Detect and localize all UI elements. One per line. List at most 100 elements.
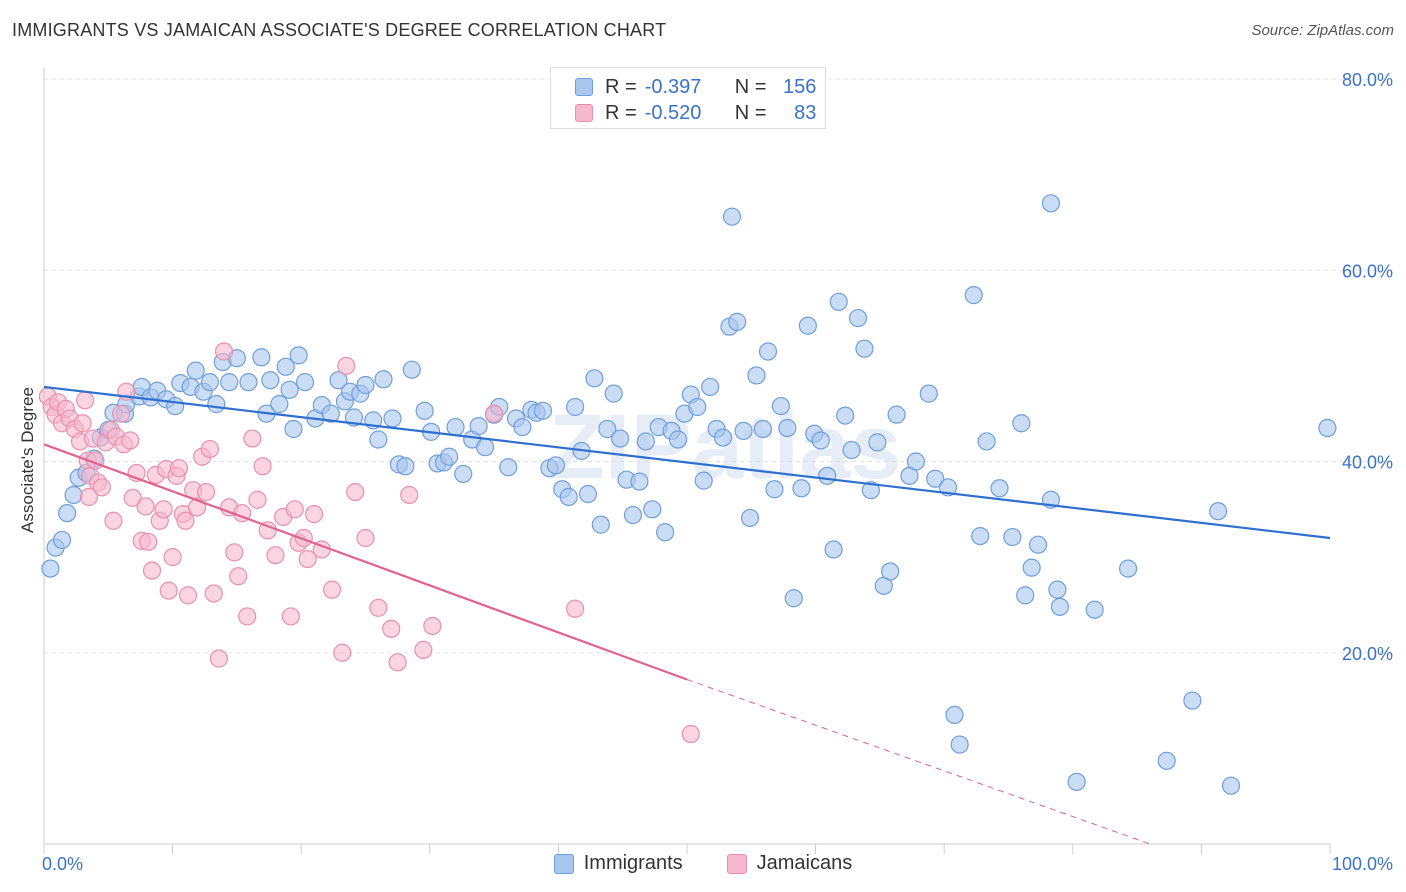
immigrants-point <box>1209 502 1228 521</box>
jamaicans-point <box>423 616 442 636</box>
immigrants-point <box>818 466 837 485</box>
jamaicans-point <box>337 356 356 375</box>
immigrants-point <box>566 397 585 417</box>
immigrants-point <box>1048 580 1067 599</box>
jamaicans-point <box>369 598 388 617</box>
immigrants-point <box>591 515 610 534</box>
legend-r-value: -0.397 <box>644 75 702 98</box>
immigrants-trend-line <box>43 385 1331 540</box>
immigrants-point <box>848 308 868 328</box>
legend-r-value: -0.520 <box>644 101 702 124</box>
immigrants-point <box>926 469 945 488</box>
jamaicans-point <box>225 543 244 562</box>
series-legend: Immigrants Jamaicans <box>0 852 1406 875</box>
jamaicans-point <box>159 581 178 600</box>
immigrants-point <box>990 479 1009 498</box>
immigrants-point <box>402 360 421 379</box>
immigrants-point <box>728 312 747 331</box>
immigrants-point <box>533 401 553 420</box>
immigrants-point <box>295 373 315 392</box>
jamaicans-point <box>285 500 304 519</box>
immigrants-point <box>415 401 434 420</box>
immigrants-point <box>855 339 874 358</box>
immigrants-point <box>824 540 843 559</box>
immigrants-point <box>1221 776 1241 795</box>
immigrants-point <box>280 380 299 399</box>
legend-r-label: R = <box>605 75 637 98</box>
immigrants-point <box>289 346 308 365</box>
axes <box>43 68 1331 854</box>
y-tick-label: 40.0% <box>1342 453 1393 473</box>
immigrants-point <box>784 589 803 608</box>
immigrants-point <box>396 457 415 476</box>
immigrants-point <box>220 373 239 392</box>
legend-item-jamaicans[interactable]: Jamaicans <box>726 852 852 875</box>
immigrants-point <box>1118 559 1138 578</box>
source-credit: Source: ZipAtlas.com <box>1251 22 1394 39</box>
y-axis-label: Associate's Degree <box>18 387 37 533</box>
immigrants-point <box>861 481 880 500</box>
immigrants-point <box>722 207 742 226</box>
jamaicans-point <box>266 546 285 565</box>
immigrants-point <box>284 419 303 439</box>
legend-item-immigrants[interactable]: Immigrants <box>553 852 683 875</box>
jamaicans-point <box>388 653 407 672</box>
legend-label-immigrants: Immigrants <box>583 852 683 874</box>
legend-swatch-immigrants <box>553 853 574 874</box>
y-tick-label: 20.0% <box>1342 644 1393 664</box>
immigrants-point <box>329 371 348 390</box>
jamaicans-point <box>485 404 504 423</box>
immigrants-point <box>713 428 733 447</box>
jamaicans-point <box>92 478 111 497</box>
immigrants-point <box>439 447 459 466</box>
jamaicans-point <box>163 548 182 567</box>
jamaicans-point <box>382 619 401 638</box>
jamaicans-point <box>154 500 173 519</box>
immigrants-point <box>383 409 402 428</box>
immigrants-point <box>598 419 617 439</box>
jamaicans-point <box>204 584 223 603</box>
immigrants-point <box>811 431 830 450</box>
immigrants-point <box>971 526 990 546</box>
immigrants-point <box>906 452 926 471</box>
immigrants-point <box>945 705 964 725</box>
jamaicans-point <box>322 580 342 599</box>
jamaicans-point <box>248 490 267 509</box>
immigrants-point <box>977 432 996 451</box>
jamaicans-point <box>73 414 92 433</box>
immigrants-point <box>58 504 77 523</box>
immigrants-point <box>1022 558 1041 577</box>
legend-n-value: 156 <box>783 75 817 98</box>
immigrants-point <box>753 419 772 439</box>
immigrants-point <box>276 357 295 376</box>
trend-lines <box>43 385 1331 845</box>
immigrants-point <box>964 286 983 305</box>
immigrants-point <box>1183 691 1202 710</box>
immigrants-point <box>701 377 720 397</box>
immigrants-point <box>52 530 72 550</box>
immigrants-point <box>842 440 861 460</box>
jamaicans-trend-line <box>43 443 688 681</box>
legend-row-immigrants: R = -0.397 N = 156 <box>575 74 816 100</box>
immigrants-point <box>64 485 83 505</box>
jamaicans-point <box>294 528 313 548</box>
immigrants-point <box>1067 772 1086 791</box>
immigrants-point <box>792 479 811 498</box>
immigrants-point <box>1028 535 1048 554</box>
immigrants-point <box>798 316 817 335</box>
immigrants-point <box>836 406 855 425</box>
immigrants-point <box>636 432 655 451</box>
immigrants-point <box>559 487 578 506</box>
immigrants-point <box>747 366 766 385</box>
immigrants-point <box>166 396 185 416</box>
immigrants-point <box>270 395 289 414</box>
immigrants-point <box>734 421 753 440</box>
immigrants-point <box>446 417 465 437</box>
jamaicans-point <box>346 483 365 502</box>
jamaicans-point <box>229 567 248 586</box>
jamaicans-point <box>169 459 189 478</box>
jamaicans-point <box>209 649 228 668</box>
immigrants-point <box>369 430 388 449</box>
legend-row-jamaicans: R = -0.520 N = 83 <box>575 100 816 126</box>
